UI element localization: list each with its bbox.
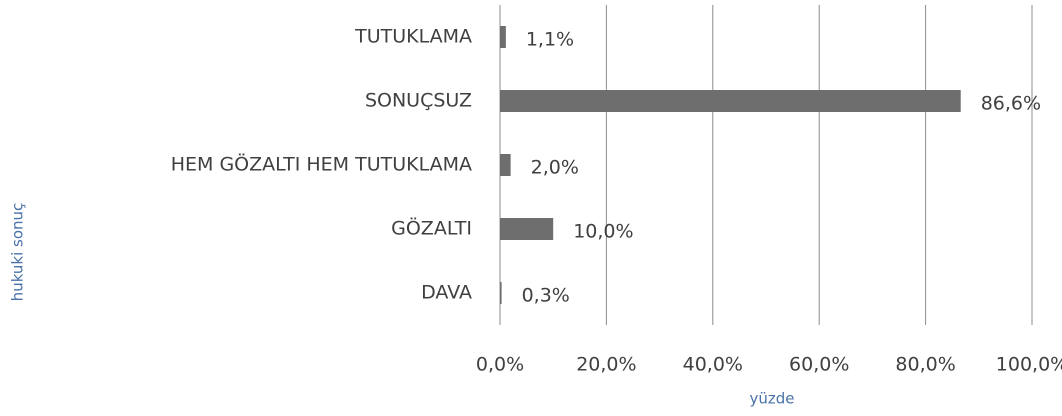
x-tick-label: 20,0% (576, 354, 636, 376)
bar (500, 154, 511, 176)
data-label: 1,1% (526, 29, 574, 51)
bar (500, 218, 554, 240)
data-label: 10,0% (573, 221, 633, 243)
bar (500, 26, 506, 48)
y-tick-label: GÖZALTI (391, 217, 472, 240)
y-axis-label: hukuki sonuç (9, 203, 27, 302)
x-tick-label: 100,0% (996, 354, 1062, 376)
data-label: 2,0% (531, 157, 579, 179)
x-axis-label: yüzde (749, 390, 794, 408)
bar (500, 282, 502, 304)
x-tick-label: 40,0% (683, 354, 743, 376)
data-label: 86,6% (981, 93, 1041, 115)
x-tick-label: 0,0% (476, 354, 524, 376)
y-tick-label: TUTUKLAMA (354, 26, 472, 48)
y-tick-label: DAVA (421, 282, 472, 304)
data-label: 0,3% (522, 285, 570, 307)
bar (500, 90, 961, 112)
x-tick-label: 80,0% (895, 354, 955, 376)
y-tick-label: HEM GÖZALTI HEM TUTUKLAMA (171, 153, 472, 176)
x-tick-label: 60,0% (789, 354, 849, 376)
y-tick-label: SONUÇSUZ (365, 90, 472, 112)
